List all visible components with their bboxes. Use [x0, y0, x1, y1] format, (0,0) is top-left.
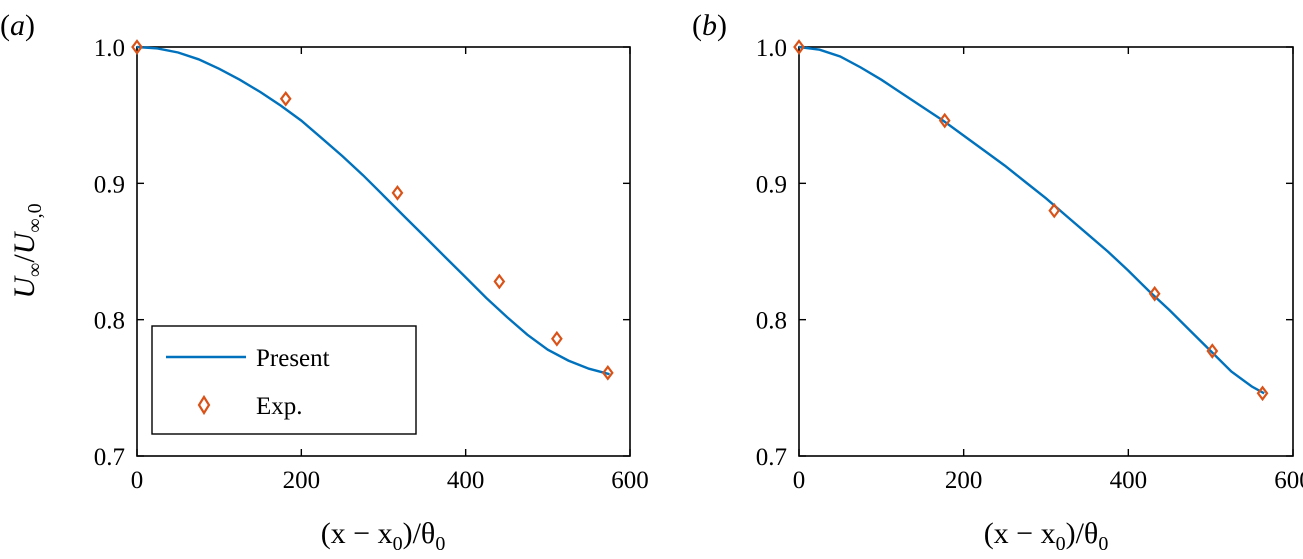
- x-tick-label: 200: [283, 467, 321, 494]
- present-curve: [798, 45, 1265, 395]
- exp-marker: [1148, 285, 1161, 302]
- x-tick-label: 0: [131, 467, 144, 494]
- x-tick-label: 600: [611, 467, 649, 494]
- x-tick-label: 400: [447, 467, 485, 494]
- x-tick-label: 0: [793, 467, 806, 494]
- panel-label-b: (b): [692, 9, 727, 42]
- series-a: [131, 39, 614, 381]
- tick-labels-a: 0 200 400 600 0.7 0.8 0.9 1.0: [94, 35, 649, 494]
- exp-marker: [1256, 385, 1269, 402]
- ticks-b: [798, 46, 1294, 457]
- ticks-a: [136, 46, 631, 457]
- exp-marker: [279, 90, 292, 107]
- exp-marker: [1048, 202, 1061, 219]
- exp-marker: [793, 39, 805, 55]
- exp-marker: [1206, 343, 1219, 359]
- y-tick-label: 0.8: [94, 308, 125, 335]
- exp-marker: [391, 185, 404, 201]
- x-tick-label: 400: [1110, 467, 1148, 494]
- y-tick-label: 0.7: [756, 444, 787, 471]
- exp-marker: [938, 112, 951, 129]
- y-tick-label: 0.7: [94, 444, 125, 471]
- x-axis-label-b: (x − x0)/θ0: [984, 517, 1109, 555]
- series-b: [793, 39, 1269, 402]
- legend-exp-label: Exp.: [256, 393, 303, 420]
- axes-frame-b: [798, 46, 1294, 457]
- y-axis-label: U∞/U∞,0: [8, 203, 46, 298]
- legend-present-label: Present: [256, 345, 330, 372]
- y-tick-label: 0.9: [94, 171, 125, 198]
- exp-marker: [131, 39, 143, 55]
- exp-marker: [493, 273, 506, 290]
- legend: Present Exp.: [151, 325, 417, 435]
- y-tick-label: 1.0: [756, 35, 787, 62]
- axes-frame-a: [136, 46, 631, 457]
- y-tick-label: 0.8: [756, 308, 787, 335]
- x-tick-label: 600: [1274, 467, 1303, 494]
- legend-exp-marker: [197, 394, 211, 416]
- exp-marker: [550, 330, 563, 347]
- x-axis-label-a: (x − x0)/θ0: [321, 517, 446, 555]
- panel-b: (b) 0 200 400 600 0.7 0.8 0.9 1.0: [692, 9, 1303, 494]
- y-tick-label: 0.9: [756, 171, 787, 198]
- y-tick-label: 1.0: [94, 35, 125, 62]
- exp-marker: [601, 365, 614, 381]
- x-tick-label: 200: [945, 467, 983, 494]
- legend-box: [151, 325, 417, 435]
- panel-a: (a) 0 200 400 600 0.7 0.8 0.9 1.0 Present Exp.: [0, 9, 649, 494]
- panel-label-a: (a): [0, 9, 35, 42]
- tick-labels-b: 0 200 400 600 0.7 0.8 0.9 1.0: [756, 35, 1303, 494]
- present-curve: [136, 45, 610, 376]
